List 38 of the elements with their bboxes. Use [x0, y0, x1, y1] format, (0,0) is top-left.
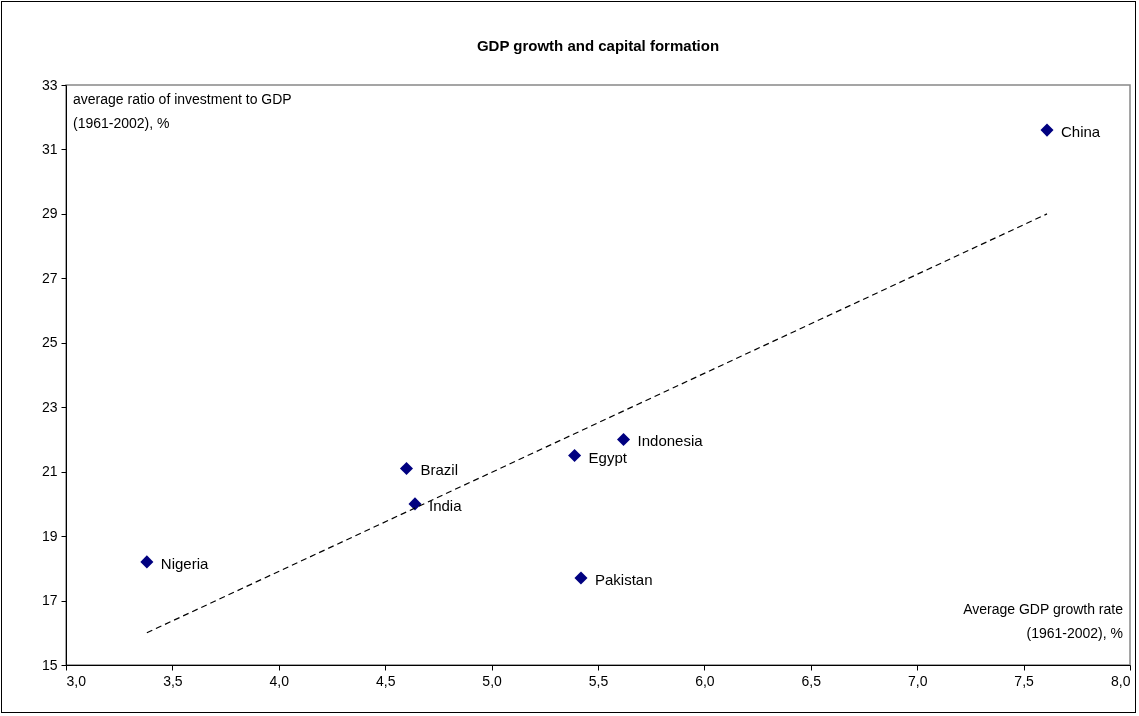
annotation: Pakistan	[594, 571, 653, 588]
point	[568, 449, 582, 463]
point	[408, 497, 422, 511]
y-tick-label: 31	[41, 140, 58, 157]
chart-title: GDP growth and capital formation	[476, 37, 720, 54]
x-tick-label: 8,0	[1111, 672, 1131, 689]
annotation: Nigeria	[160, 554, 210, 572]
annotation: Brazil	[420, 461, 458, 479]
x-tick-label: 6,0	[695, 672, 715, 689]
y-tick-label: 25	[41, 334, 58, 351]
y-tick-label: 21	[41, 463, 58, 480]
x-tick-label: 7,0	[907, 672, 928, 689]
x-axis-title: Average GDP growth rate (1961-2002), %	[963, 601, 1124, 641]
point	[140, 555, 154, 569]
point	[1040, 123, 1054, 137]
point	[574, 571, 588, 585]
x-tick-label: 5,0	[482, 672, 503, 689]
y-tick-label: 29	[41, 205, 58, 222]
y-tick-label: 23	[41, 398, 58, 415]
x-tick-label: 5,5	[588, 672, 609, 689]
y-tick-label: 27	[41, 269, 58, 286]
x-tick-label: 4,0	[269, 672, 290, 689]
point	[617, 432, 631, 446]
annotation: Egypt	[588, 448, 628, 466]
point	[399, 461, 413, 475]
x-tick-label: 4,5	[375, 672, 396, 689]
y-tick-label: 17	[41, 592, 58, 609]
annotation: Indonesia	[637, 432, 704, 450]
y-axis-title: average ratio of investment to GDP (1961-2002), %	[73, 91, 292, 131]
annotation: China	[1061, 123, 1101, 141]
y-tick-label: 15	[41, 656, 58, 673]
y-tick-label: 19	[41, 527, 58, 544]
y-tick-label: 33	[41, 76, 58, 93]
x-tick-label: 7,5	[1014, 672, 1035, 689]
x-tick-label: 3,0	[66, 672, 87, 689]
x-tick-label: 3,5	[163, 672, 183, 689]
annotation: India	[428, 496, 463, 514]
x-tick-label: 6,5	[801, 672, 822, 689]
